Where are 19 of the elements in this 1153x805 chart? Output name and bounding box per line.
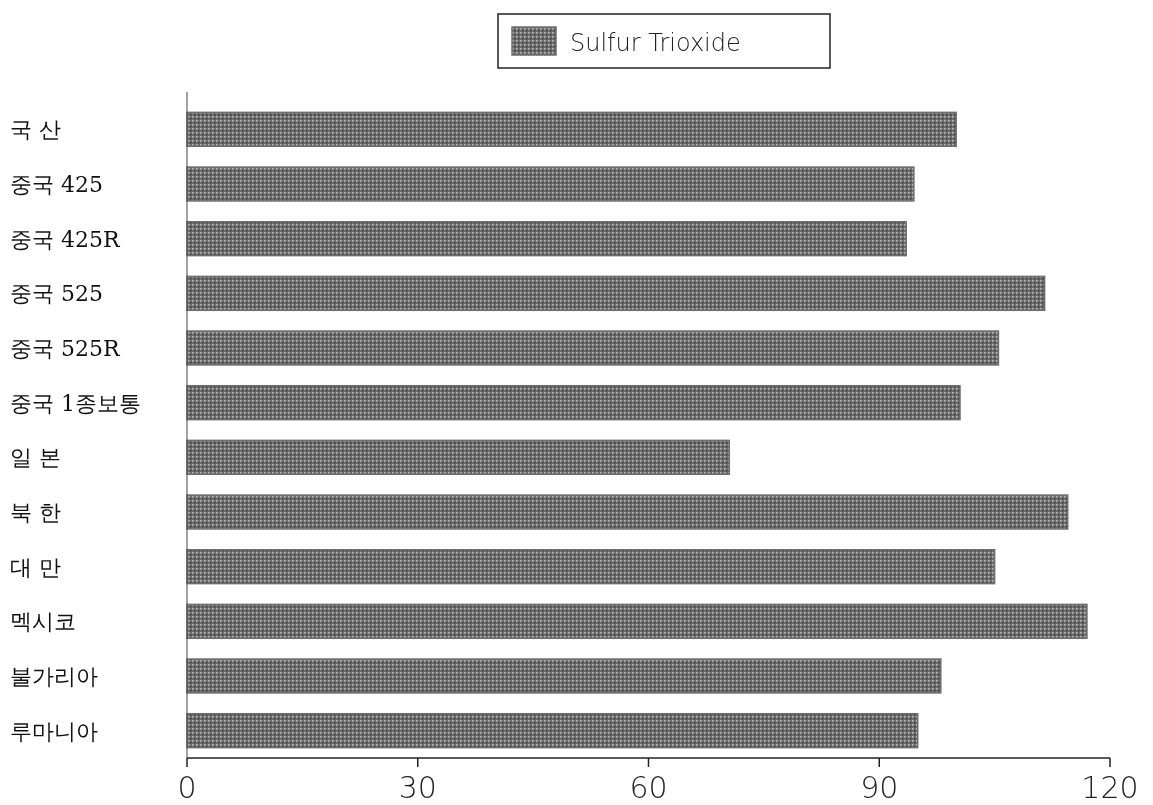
- y-tick-label: 루마니아: [10, 718, 98, 744]
- y-tick-label: 일 본: [10, 445, 61, 471]
- y-tick-label: 중국 1종보통: [10, 390, 141, 416]
- x-tick-label: 120: [1081, 770, 1139, 805]
- y-tick-label: 멕시코: [10, 609, 76, 635]
- x-tick-label: 0: [177, 770, 197, 805]
- legend-label: Sulfur Trioxide: [570, 29, 741, 57]
- x-tick-label: 90: [860, 770, 899, 805]
- y-tick-label: 중국 425: [10, 172, 103, 197]
- y-tick-label: 중국 525R: [10, 336, 121, 361]
- x-tick-label: 30: [398, 770, 437, 805]
- y-tick-label: 중국 425R: [10, 226, 121, 252]
- y-tick-label: 대 만: [10, 554, 61, 580]
- x-tick-label: 60: [629, 770, 668, 805]
- y-tick-label: 중국 525: [10, 281, 103, 307]
- legend: Sulfur Trioxide: [497, 13, 831, 69]
- y-tick-label: 국 산: [10, 117, 61, 143]
- y-tick-label: 북 한: [10, 500, 61, 525]
- y-tick-label: 불가리아: [10, 664, 98, 689]
